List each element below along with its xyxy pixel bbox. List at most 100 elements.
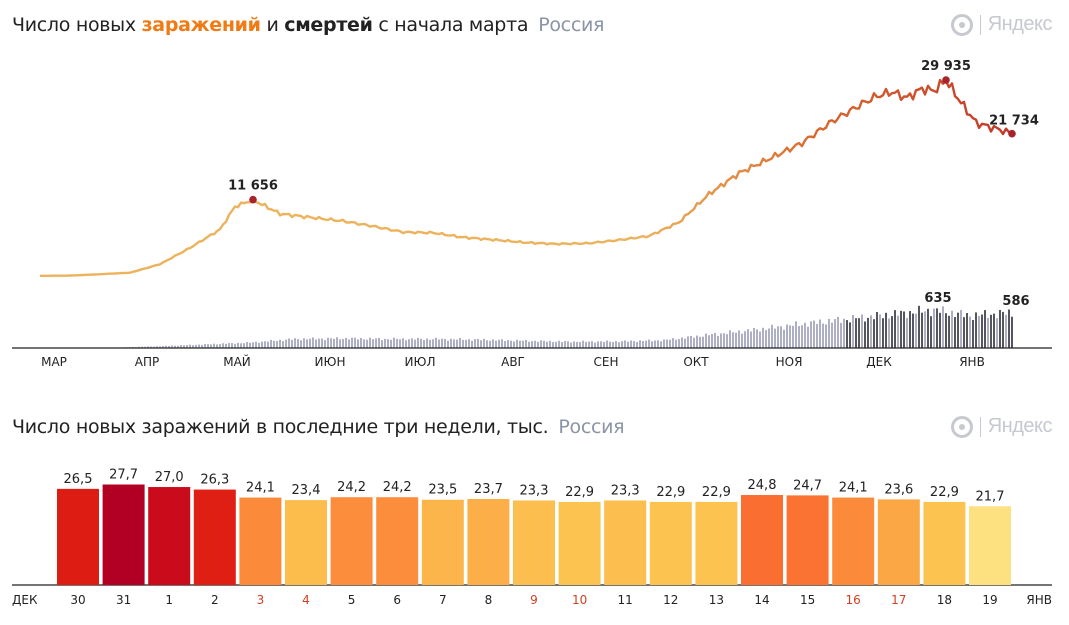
death-bar [483,338,485,348]
top-region-label: Россия [538,14,605,36]
death-bar [570,342,572,348]
death-bar [171,345,173,348]
day-tick-label: 2 [211,593,219,607]
death-bar [594,342,596,348]
death-bar [783,329,785,348]
bar-value-label: 23,3 [611,483,640,498]
death-bar [801,325,803,348]
bar-value-label: 23,6 [884,482,913,497]
death-bar [471,340,473,348]
death-bar [294,338,296,348]
day-tick-label: 14 [754,593,769,607]
death-bar [153,346,155,348]
death-bar [252,342,254,348]
top-chart: МАР АПР МАЙ ИЮН ИЮЛ АВГ СЕН ОКТ НОЯ ДЕК ЯНВ 11 656 2… [12,59,1052,369]
death-bar [327,337,329,348]
bar-value-label: 24,7 [793,478,822,493]
bar-value-label: 23,7 [474,482,503,497]
death-bar [684,338,686,348]
month-tick-label: МАР [41,355,67,369]
death-bar [360,337,362,348]
death-bar [393,337,395,348]
death-bar [915,313,917,348]
death-bar [912,313,914,348]
death-bar [387,339,389,348]
death-bar [336,337,338,348]
death-bar [405,340,407,348]
death-bar [723,333,725,348]
month-tick-label: ЯНВ [959,355,985,369]
death-bar [261,341,263,348]
day-tick-label: 9 [530,593,538,607]
death-bar [837,316,839,348]
death-bar [714,332,716,348]
death-bar [972,320,974,348]
month-tick-label: АВГ [501,355,525,369]
death-bar [627,341,629,348]
death-bar [984,310,986,348]
death-bar [399,339,401,348]
death-bar [333,338,335,348]
death-bar [885,312,887,348]
death-bar [957,312,959,348]
death-bar [651,341,653,348]
bar-value-label: 26,3 [200,473,229,488]
death-bar [291,339,293,348]
death-bar [870,315,872,348]
death-bar [282,341,284,348]
title-deaths: смертей [284,14,373,36]
death-bar [753,327,755,348]
daily-bar [148,487,191,585]
death-bar [435,337,437,348]
death-bar [738,330,740,348]
death-bar [750,331,752,348]
bar-value-label: 22,9 [930,485,959,500]
death-bar [585,341,587,348]
bar-value-label: 27,0 [155,470,184,485]
death-bar [219,344,221,348]
death-bar [177,345,179,348]
death-bar [318,338,320,348]
infections-data-label: 29 935 [921,59,971,74]
bar-value-label: 24,2 [337,480,366,495]
death-bar [852,314,854,348]
death-bar [462,339,464,348]
bar-value-label: 23,3 [520,483,549,498]
death-bar [267,341,269,348]
death-bar [519,340,521,348]
death-bar [624,340,626,348]
death-bar [498,339,500,348]
month-tick-label: СЕН [594,355,619,369]
death-bar [546,341,548,348]
death-bar [804,322,806,348]
death-bar [195,344,197,348]
death-bar [813,320,815,348]
month-start-label: ДЕК [12,593,38,607]
death-bar [207,344,209,348]
death-bar [573,341,575,348]
death-bar [669,339,671,348]
death-bar [378,337,380,348]
death-bar [846,320,848,348]
death-bar [789,325,791,348]
death-bar [927,308,929,348]
death-bar [465,339,467,348]
death-bar [843,318,845,348]
peak-marker [1008,129,1016,138]
daily-bar [558,501,601,585]
death-bar [213,343,215,348]
death-bar [531,341,533,348]
daily-bar [649,501,692,585]
death-bar [993,313,995,348]
day-tick-label: 10 [572,593,587,607]
death-bar [903,311,905,348]
death-bar [792,325,794,348]
death-bar [240,343,242,348]
death-bar [942,306,944,348]
bottom-title-text: Число новых заражений в последние три не… [12,416,549,438]
death-bar [960,310,962,348]
daily-bar [421,499,464,585]
bar-value-label: 22,9 [565,485,594,500]
death-bar [198,344,200,348]
death-bar [552,342,554,348]
